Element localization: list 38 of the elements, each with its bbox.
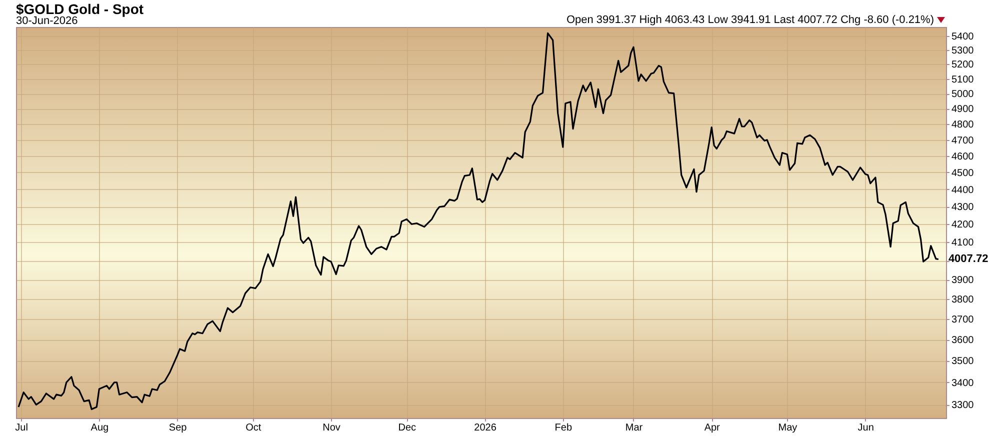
x-tick-label: Jun — [858, 422, 874, 434]
chart-title: $GOLD Gold - Spot — [16, 1, 144, 17]
x-tick-label: Jul — [15, 422, 28, 434]
y-tick-label: 4400 — [952, 184, 974, 196]
x-tick-label: Feb — [554, 422, 572, 434]
y-tick-label: 5100 — [952, 74, 974, 86]
line-series — [18, 32, 940, 410]
x-tick-label: Mar — [625, 422, 644, 434]
x-tick-label: Apr — [704, 422, 721, 434]
chart-subtitle: 30-Jun-2026 — [16, 15, 78, 27]
y-tick-label: 5300 — [952, 45, 974, 56]
x-tick-label: May — [778, 422, 798, 434]
y-tick-label: 3500 — [952, 356, 974, 368]
y-tick-label: 4100 — [952, 238, 974, 249]
x-tick-label: 2026 — [474, 422, 497, 434]
text: Open 3991.37 High 4063.43 Low 3941.91 Last 4007.72 Chg -8.60 (-0.21%) — [566, 14, 934, 26]
y-tick-label: 4600 — [952, 152, 974, 163]
y-tick-label: 3700 — [952, 314, 974, 326]
x-tick-label: Nov — [322, 422, 340, 434]
x-tick-label: Sep — [168, 422, 188, 434]
x-tick-label: Aug — [90, 422, 109, 434]
y-tick-label: 3900 — [952, 275, 974, 286]
x-tick-label: Dec — [398, 422, 416, 434]
y-tick-label: 4500 — [952, 168, 974, 179]
y-tick-label: 3800 — [952, 294, 974, 306]
y-tick-label: 5400 — [952, 31, 974, 42]
y-tick-label: 4700 — [952, 135, 974, 146]
y-tick-label: 3300 — [952, 400, 974, 412]
y-tick-label: 4200 — [952, 220, 974, 231]
y-tick-label: 4900 — [952, 104, 974, 116]
y-tick-label: 5000 — [952, 89, 974, 100]
y-tick-label: 3600 — [952, 335, 974, 346]
y-tick-label: 4300 — [952, 202, 974, 214]
annotation: 4007.72 — [948, 253, 988, 266]
y-tick-label: 5200 — [952, 60, 974, 71]
x-tick-label: Oct — [246, 422, 262, 434]
y-tick-label: 4800 — [952, 120, 974, 131]
y-tick-label: 3400 — [952, 378, 974, 389]
